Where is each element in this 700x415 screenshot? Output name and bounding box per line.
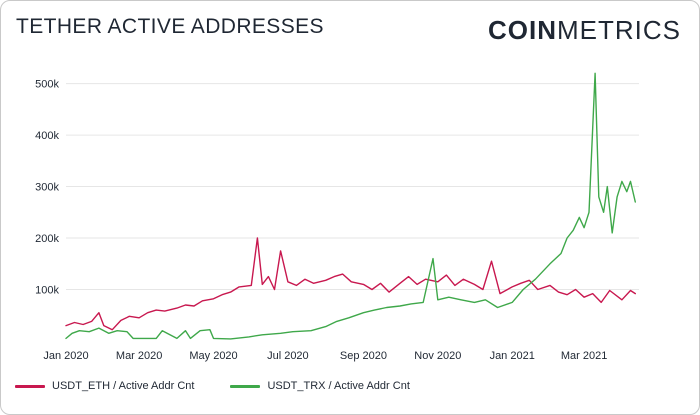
- series-line-usdt-eth: [65, 237, 636, 331]
- brand-bold-text: COIN: [488, 15, 557, 45]
- y-tick-label: 200k: [35, 233, 59, 245]
- x-axis: Jan 2020 Mar 2020 May 2020 Jul 2020 Sep 2020…: [43, 350, 607, 362]
- legend-swatch-usdt-trx: [230, 384, 261, 388]
- watermark-mark: [562, 264, 571, 313]
- legend-swatch-usdt-eth: [15, 384, 45, 388]
- legend-item-usdt-eth[interactable]: USDT_ETH / Active Addr Cnt: [15, 380, 194, 392]
- x-tick-label: Mar 2021: [561, 350, 607, 362]
- y-tick-label: 100k: [35, 285, 59, 297]
- x-tick-label: Jul 2020: [267, 350, 309, 362]
- x-tick-label: Jan 2021: [490, 350, 535, 362]
- x-tick-label: Jan 2020: [43, 350, 88, 362]
- legend-label-usdt-trx: USDT_TRX / Active Addr Cnt: [267, 380, 410, 392]
- y-axis: 100k 200k 300k 400k 500k: [35, 79, 59, 297]
- chart-title: TETHER ACTIVE ADDRESSES: [16, 15, 324, 38]
- coinmetrics-logo: COINMETRICS: [488, 15, 681, 46]
- x-tick-label: Sep 2020: [340, 350, 387, 362]
- y-tick-label: 400k: [35, 130, 59, 142]
- x-tick-label: Mar 2020: [116, 350, 162, 362]
- series-line-usdt-trx: [65, 72, 636, 340]
- legend-item-usdt-trx[interactable]: USDT_TRX / Active Addr Cnt: [230, 380, 410, 392]
- y-tick-label: 500k: [35, 79, 59, 91]
- legend: USDT_ETH / Active Addr Cnt USDT_TRX / Ac…: [15, 380, 410, 392]
- legend-label-usdt-eth: USDT_ETH / Active Addr Cnt: [52, 380, 195, 392]
- x-tick-label: May 2020: [189, 350, 237, 362]
- y-tick-label: 300k: [35, 182, 59, 194]
- coinmetrics-watermark: [562, 264, 571, 313]
- brand-light-text: METRICS: [557, 15, 681, 45]
- series-lines: [65, 72, 636, 340]
- grid-lines: [66, 83, 639, 291]
- x-tick-label: Nov 2020: [414, 350, 461, 362]
